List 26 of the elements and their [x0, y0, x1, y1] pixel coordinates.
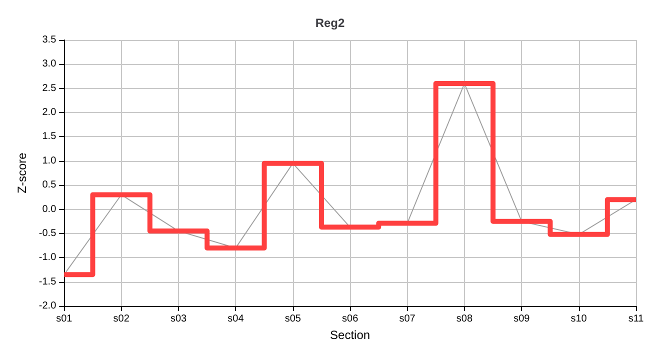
y-axis-title: Z-score: [15, 152, 29, 194]
y-tick-label: 2.5: [42, 82, 57, 94]
x-tick-label: s04: [228, 314, 244, 324]
x-tick-label: s03: [170, 314, 188, 324]
y-tick-label: -1.5: [38, 276, 57, 288]
y-tick-label: 0.0: [42, 204, 57, 215]
x-tick-label: s07: [399, 314, 416, 324]
y-tick-label: -0.5: [38, 228, 57, 239]
x-tick-label: s10: [570, 314, 588, 324]
x-axis-title: Section: [330, 328, 370, 342]
x-tick-label: s01: [56, 314, 73, 324]
x-tick-label: s09: [514, 314, 530, 324]
y-tick-label: 1.0: [42, 155, 57, 166]
y-tick-label: 1.5: [42, 131, 57, 142]
y-tick-label: 2.0: [42, 107, 57, 118]
chart-title: Reg2: [315, 16, 345, 30]
y-tick-label: 3.5: [42, 34, 57, 46]
x-tick-label: s06: [342, 314, 359, 324]
x-tick-label: s08: [456, 314, 473, 324]
y-tick-label: 3.0: [42, 58, 57, 70]
y-tick-label: 0.5: [42, 180, 57, 191]
y-tick-label: -1.0: [38, 252, 57, 264]
x-tick-label: s11: [628, 314, 644, 324]
y-tick-label: -2.0: [38, 300, 57, 312]
x-tick-label: s02: [113, 314, 130, 324]
x-tick-label: s05: [284, 314, 302, 324]
